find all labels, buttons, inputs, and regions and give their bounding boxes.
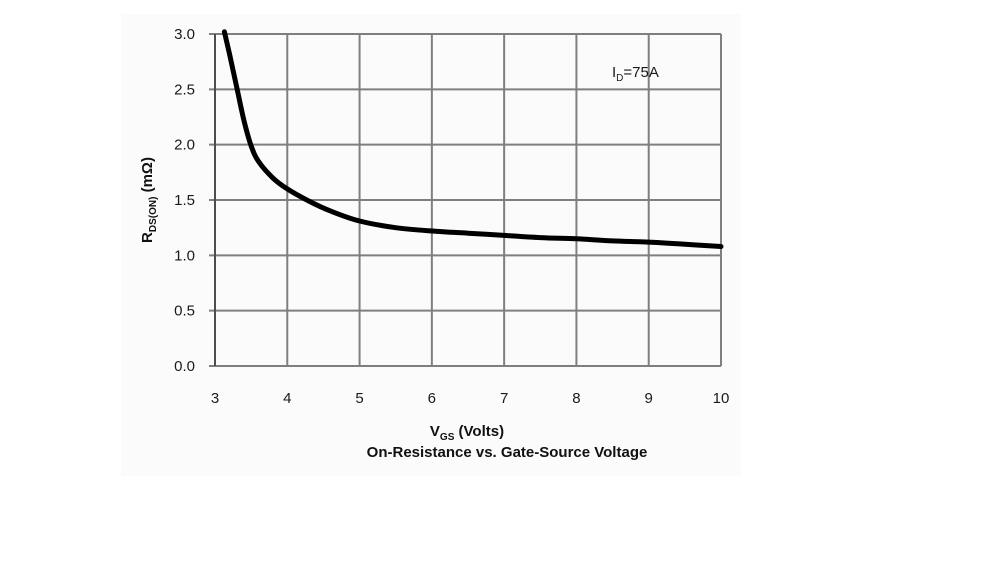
x-tick-label: 6 [428, 390, 436, 407]
x-tick-label: 7 [500, 390, 508, 407]
y-tick-label: 1.0 [174, 247, 195, 264]
x-tick-label: 9 [645, 390, 653, 407]
y-axis-label-main: R [139, 232, 156, 243]
annotation-rest: =75A [623, 64, 658, 81]
x-tick-label: 5 [355, 390, 363, 407]
chart-title: On-Resistance vs. Gate-Source Voltage [367, 444, 648, 461]
x-axis-label-rest: (Volts) [454, 423, 504, 440]
x-tick-label: 3 [211, 390, 219, 407]
x-tick-label: 4 [283, 390, 291, 407]
y-axis-label: RDS(ON) (mΩ) [139, 157, 159, 243]
y-tick-label: 2.5 [174, 81, 195, 98]
x-axis-label-main: V [430, 423, 440, 440]
tick-label-layer: 3 4 5 6 7 8 9 10 0.0 0.5 1.0 1.5 2.0 2.5 3.0 [174, 26, 729, 407]
y-tick-label: 2.0 [174, 137, 195, 154]
y-tick-label: 0.0 [174, 358, 195, 375]
annotation-sub: D [616, 73, 623, 84]
y-axis-label-rest: (mΩ) [139, 157, 156, 197]
y-axis-label-sub: DS(ON) [148, 197, 159, 233]
annotation-main: I [612, 64, 616, 81]
x-axis-label-sub: GS [440, 432, 455, 443]
x-tick-label: 8 [572, 390, 580, 407]
x-axis-label: VGS (Volts) [430, 423, 504, 443]
current-annotation: ID=75A [612, 64, 659, 84]
grid-layer [209, 33, 722, 367]
x-tick-label: 10 [713, 390, 730, 407]
series-layer [221, 29, 724, 249]
series-line [221, 29, 724, 249]
y-tick-label: 3.0 [174, 26, 195, 43]
y-tick-label: 0.5 [174, 303, 195, 320]
y-tick-label: 1.5 [174, 192, 195, 209]
